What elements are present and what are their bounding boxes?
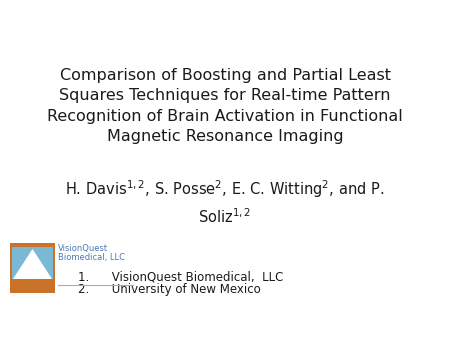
Text: Comparison of Boosting and Partial Least
Squares Techniques for Real-time Patter: Comparison of Boosting and Partial Least… bbox=[47, 68, 403, 144]
Bar bbox=[12, 247, 53, 279]
Polygon shape bbox=[13, 249, 52, 279]
Text: 2.      University of New Mexico: 2. University of New Mexico bbox=[78, 283, 261, 296]
Text: Biomedical, LLC: Biomedical, LLC bbox=[58, 253, 125, 262]
Text: H. Davis$^{1,2}$, S. Posse$^{2}$, E. C. Witting$^{2}$, and P.
Soliz$^{1,2}$: H. Davis$^{1,2}$, S. Posse$^{2}$, E. C. … bbox=[65, 178, 385, 226]
Bar bbox=[10, 243, 55, 293]
Text: VisionQuest: VisionQuest bbox=[58, 244, 108, 253]
Text: 1.      VisionQuest Biomedical,  LLC: 1. VisionQuest Biomedical, LLC bbox=[78, 270, 284, 283]
